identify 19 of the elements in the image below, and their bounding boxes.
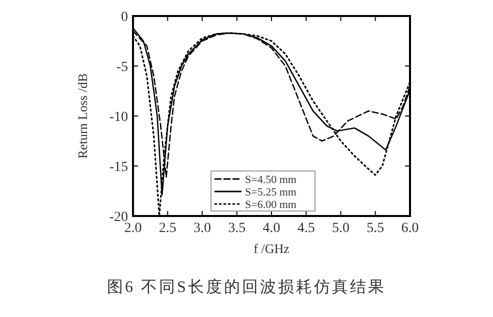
y-tick-label: 0 xyxy=(121,10,128,25)
x-tick-label: 3.5 xyxy=(228,221,246,236)
x-tick-label: 2.5 xyxy=(158,221,176,236)
legend-label: S=5.25 mm xyxy=(245,186,297,198)
legend-label: S=4.50 mm xyxy=(245,174,297,186)
x-axis-title: f /GHz xyxy=(254,241,290,256)
x-tick-label: 2.0 xyxy=(124,221,142,236)
caption: 图6 不同S长度的回波损耗仿真结果 xyxy=(107,278,386,296)
x-tick-label: 4.0 xyxy=(262,221,280,236)
y-axis-title: Return Loss /dB xyxy=(75,73,90,159)
x-tick-label: 5.5 xyxy=(366,221,384,236)
x-tick-label: 4.5 xyxy=(297,221,315,236)
y-tick-label: -10 xyxy=(109,110,128,125)
y-tick-label: -15 xyxy=(109,160,128,175)
x-tick-label: 6.0 xyxy=(401,221,419,236)
legend-label: S=6.00 mm xyxy=(245,199,297,211)
y-tick-label: -5 xyxy=(116,60,128,75)
x-tick-label: 3.0 xyxy=(194,221,211,236)
x-tick-label: 5.0 xyxy=(332,221,350,236)
